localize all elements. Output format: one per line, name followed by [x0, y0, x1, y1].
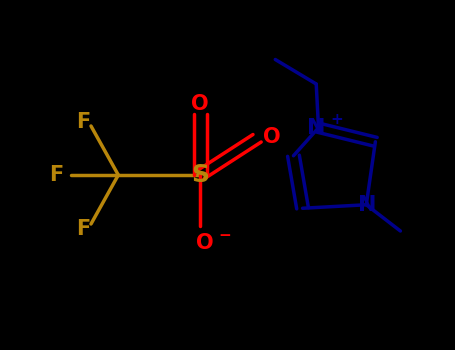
Text: O: O	[192, 94, 209, 114]
Text: −: −	[219, 228, 232, 243]
Text: N: N	[359, 195, 377, 215]
Text: +: +	[330, 112, 343, 126]
Text: O: O	[196, 232, 213, 253]
Text: F: F	[49, 165, 63, 185]
Text: S: S	[191, 163, 209, 187]
Text: N: N	[307, 118, 325, 138]
Text: F: F	[76, 112, 90, 132]
Text: F: F	[76, 219, 90, 239]
Text: O: O	[263, 127, 281, 147]
